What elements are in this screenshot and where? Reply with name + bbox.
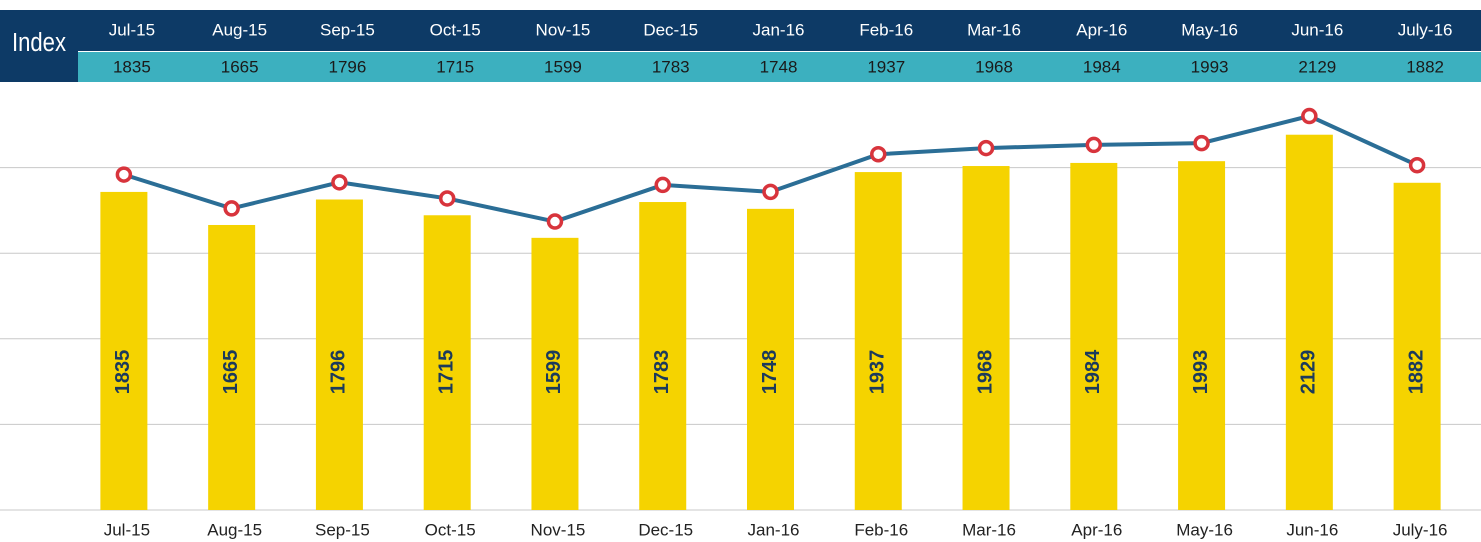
bar-value-label: 1715 — [435, 350, 457, 395]
header-category: Mar-16 — [967, 20, 1021, 39]
bar-value-label: 1783 — [651, 350, 673, 395]
bar-value-label: 1599 — [543, 350, 565, 395]
header-category: July-16 — [1398, 20, 1453, 39]
header-category: Oct-15 — [430, 20, 481, 39]
x-tick-label: Feb-16 — [854, 520, 908, 539]
line-marker — [977, 139, 995, 157]
header-value: 1882 — [1406, 57, 1444, 76]
line-marker — [546, 213, 564, 230]
line-marker — [223, 200, 240, 217]
line-marker — [762, 183, 779, 201]
header-value: 1665 — [221, 57, 259, 76]
x-tick-label: Oct-15 — [425, 520, 476, 539]
x-tick-label: Jul-15 — [104, 520, 150, 539]
header-row — [0, 10, 1481, 51]
header-value: 1748 — [760, 57, 798, 76]
bar-value-label: 1882 — [1405, 350, 1427, 395]
bar — [208, 224, 256, 510]
header-category: Jan-16 — [753, 20, 805, 39]
bar — [1393, 182, 1441, 511]
bar — [531, 237, 579, 510]
x-tick-label: Mar-16 — [962, 520, 1016, 539]
header-category: Dec-15 — [643, 20, 698, 39]
x-tick-label: Jun-16 — [1286, 520, 1338, 539]
bar — [1178, 161, 1226, 510]
line-marker — [1408, 156, 1426, 174]
x-tick-label: July-16 — [1393, 520, 1448, 539]
header-category: Aug-15 — [212, 20, 267, 39]
bar — [1285, 134, 1333, 511]
header-value: 1835 — [113, 57, 151, 76]
index-cell — [0, 10, 78, 82]
bar-value-label: 1748 — [759, 350, 781, 395]
header-category: Sep-15 — [320, 20, 375, 39]
bar — [854, 172, 902, 511]
header-value: 1993 — [1191, 57, 1229, 76]
line-marker — [115, 166, 133, 183]
x-tick-label: Dec-15 — [638, 520, 693, 539]
header-value: 1796 — [329, 57, 367, 76]
header-category: Nov-15 — [536, 20, 591, 39]
bar — [315, 199, 363, 511]
bar-value-label: 1984 — [1082, 349, 1104, 394]
line-marker — [438, 190, 456, 207]
header-value: 1783 — [652, 57, 690, 76]
bar-value-label: 1835 — [112, 350, 134, 395]
line-marker — [654, 176, 671, 194]
bar — [962, 166, 1010, 510]
line-marker — [1301, 107, 1318, 125]
bar-value-label: 1665 — [220, 350, 242, 395]
line-marker — [1193, 134, 1210, 152]
header-value: 1715 — [436, 57, 474, 76]
header-value: 1984 — [1083, 57, 1121, 76]
header-value: 1968 — [975, 57, 1013, 76]
bar-value-label: 1968 — [974, 350, 996, 395]
line-marker — [331, 174, 348, 191]
bar-value-label: 1796 — [328, 350, 350, 395]
header-category: Feb-16 — [859, 20, 913, 39]
line-marker — [1085, 136, 1103, 154]
value-row — [0, 52, 1481, 82]
bar — [100, 191, 148, 510]
x-tick-label: Apr-16 — [1071, 520, 1122, 539]
bar — [423, 215, 471, 510]
header-category: Apr-16 — [1076, 20, 1127, 39]
x-tick-label: Nov-15 — [531, 520, 586, 539]
header-category: Jun-16 — [1291, 20, 1343, 39]
x-tick-label: Aug-15 — [207, 520, 262, 539]
x-tick-label: Sep-15 — [315, 520, 370, 539]
bar — [1070, 162, 1118, 510]
header-category: May-16 — [1181, 20, 1238, 39]
bar — [747, 208, 794, 511]
index-label: Index — [12, 28, 66, 57]
bar-value-label: 1993 — [1190, 350, 1212, 395]
header-value: 1937 — [867, 57, 905, 76]
bar-value-label: 1937 — [867, 350, 889, 395]
header-value: 1599 — [544, 57, 582, 76]
line-marker — [870, 146, 887, 163]
bar-value-label: 2129 — [1298, 350, 1320, 395]
x-tick-label: Jan-16 — [748, 520, 800, 539]
header-value: 2129 — [1298, 57, 1336, 76]
bar — [639, 202, 687, 510]
x-tick-label: May-16 — [1176, 520, 1233, 539]
header-category: Jul-15 — [109, 20, 155, 39]
